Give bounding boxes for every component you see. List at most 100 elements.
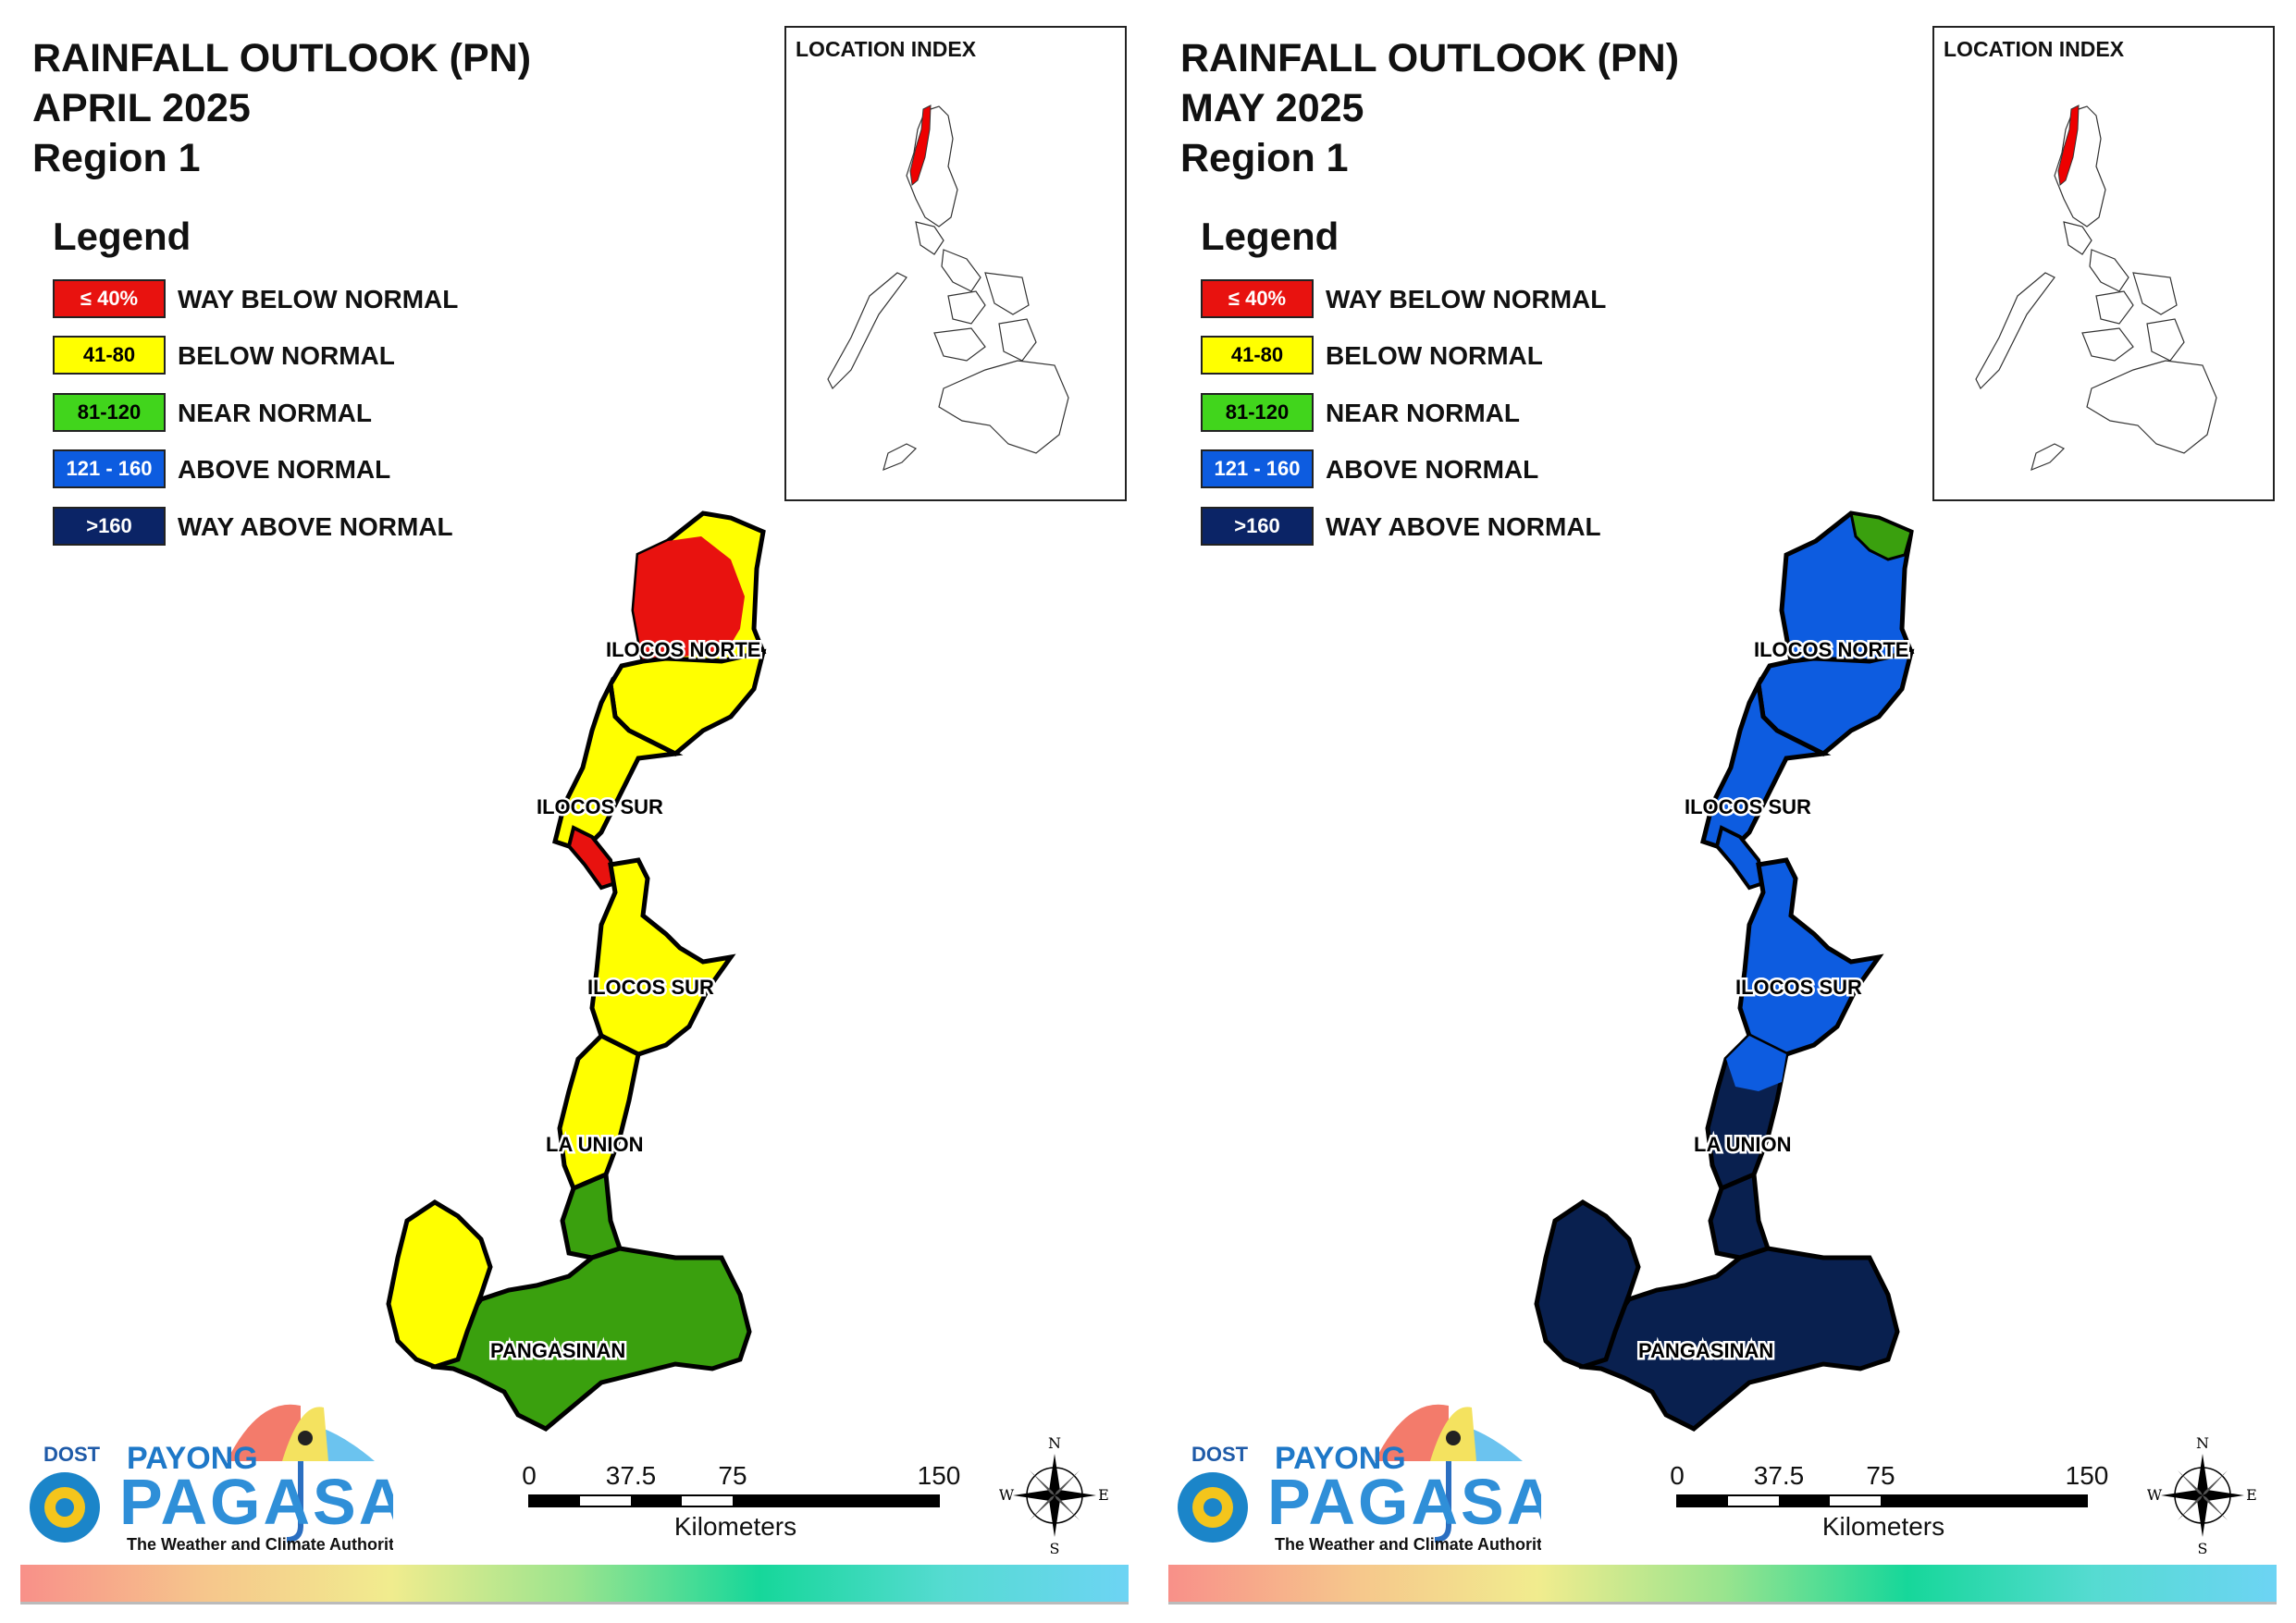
scale-bar: 0 37.5 75 150 Kilometers xyxy=(1670,1461,2109,1540)
region-ilocos-norte-tip xyxy=(1849,511,1913,561)
compass-rose: N S W E xyxy=(2147,1435,2257,1555)
logo-tagline: The Weather and Climate Authority xyxy=(127,1535,393,1554)
scale-unit: Kilometers xyxy=(1822,1512,1944,1540)
location-index-title: LOCATION INDEX xyxy=(796,37,977,61)
region-ilocos-sur-north xyxy=(552,676,684,854)
title-line-1: RAINFALL OUTLOOK (PN) xyxy=(1180,36,1680,80)
legend-label: WAY ABOVE NORMAL xyxy=(1326,512,1601,541)
payong-pagasa-logo: DOST PAYONG PAGASA The Weather and Clima… xyxy=(30,1404,393,1554)
legend-swatch: 81-120 xyxy=(1201,393,1314,432)
label-ilocos-sur-2: ILOCOS SUR xyxy=(587,976,714,999)
legend-swatch: >160 xyxy=(53,507,166,546)
scale-tick-75: 75 xyxy=(1866,1461,1895,1490)
title-line-3: Region 1 xyxy=(32,136,201,180)
compass-e: E xyxy=(1098,1486,1109,1504)
region-ilocos-sur-south xyxy=(1737,857,1884,1057)
legend-label: ABOVE NORMAL xyxy=(1326,455,1539,484)
location-index-title: LOCATION INDEX xyxy=(1944,37,2125,61)
compass-e: E xyxy=(2246,1486,2257,1504)
legend-label: WAY ABOVE NORMAL xyxy=(178,512,453,541)
logo-dost-text: DOST xyxy=(43,1443,101,1466)
logo-payong-text: PAYONG xyxy=(1275,1441,1406,1476)
legend-label: BELOW NORMAL xyxy=(1326,341,1543,370)
scale-unit: Kilometers xyxy=(674,1512,796,1540)
legend-title: Legend xyxy=(1201,215,1339,258)
label-ilocos-sur-1: ILOCOS SUR xyxy=(537,795,663,818)
map-title: RAINFALL OUTLOOK (PN) APRIL 2025 Region … xyxy=(32,33,531,183)
scale-bar: 0 37.5 75 150 Kilometers xyxy=(522,1461,961,1540)
compass-s: S xyxy=(1050,1540,1060,1555)
label-ilocos-norte: ILOCOS NORTE xyxy=(606,638,760,661)
scale-tick-150: 150 xyxy=(2066,1461,2109,1490)
title-line-2: APRIL 2025 xyxy=(32,86,251,130)
region-pangasinan xyxy=(1578,1246,1900,1432)
region-pangasinan-west xyxy=(386,1199,493,1370)
gradient-footer-bar xyxy=(20,1565,1129,1602)
scale-tick-37-5: 37.5 xyxy=(1754,1461,1805,1490)
logo-tagline: The Weather and Climate Authority xyxy=(1275,1535,1541,1554)
region-pangasinan-west xyxy=(1534,1199,1641,1370)
logo-pagasa-text: PAGASA xyxy=(1267,1466,1541,1538)
outlook-panel-may: RAINFALL OUTLOOK (PN) MAY 2025 Region 1 … xyxy=(1148,0,2296,1623)
label-ilocos-norte: ILOCOS NORTE xyxy=(1754,638,1908,661)
compass-w: W xyxy=(999,1486,1015,1504)
compass-s: S xyxy=(2198,1540,2208,1555)
philippines-inset-map xyxy=(1975,105,2217,472)
legend-label: ABOVE NORMAL xyxy=(178,455,391,484)
legend-title: Legend xyxy=(53,215,191,258)
label-pangasinan: PANGASINAN xyxy=(1638,1339,1773,1362)
label-ilocos-sur-1: ILOCOS SUR xyxy=(1685,795,1811,818)
compass-w: W xyxy=(2147,1486,2163,1504)
region1-rainfall-map: ILOCOS NORTE ILOCOS SUR ILOCOS SUR LA UN… xyxy=(1534,510,1915,1432)
legend-swatch: 41-80 xyxy=(1201,336,1314,375)
title-line-3: Region 1 xyxy=(1180,136,1349,180)
legend-label: NEAR NORMAL xyxy=(1326,399,1520,427)
legend-label: BELOW NORMAL xyxy=(178,341,395,370)
legend-swatch: 121 - 160 xyxy=(53,449,166,488)
label-la-union: LA UNION xyxy=(1694,1133,1792,1156)
compass-n: N xyxy=(1048,1435,1061,1452)
label-ilocos-sur-2: ILOCOS SUR xyxy=(1735,976,1862,999)
region-ilocos-sur-north xyxy=(1700,676,1832,854)
location-index-inset: LOCATION INDEX xyxy=(784,26,1127,501)
logo-dost-text: DOST xyxy=(1191,1443,1249,1466)
outlook-panel-april: RAINFALL OUTLOOK (PN) APRIL 2025 Region … xyxy=(20,26,1129,1605)
legend-label: WAY BELOW NORMAL xyxy=(178,285,459,314)
label-la-union: LA UNION xyxy=(546,1133,644,1156)
legend-swatch: 41-80 xyxy=(53,336,166,375)
legend-swatch: ≤ 40% xyxy=(53,279,166,318)
scale-tick-0: 0 xyxy=(522,1461,537,1490)
scale-tick-0: 0 xyxy=(1670,1461,1685,1490)
scale-tick-150: 150 xyxy=(918,1461,961,1490)
compass-rose: N S W E xyxy=(999,1435,1109,1555)
location-index-inset: LOCATION INDEX xyxy=(1932,26,2275,501)
region1-rainfall-map: ILOCOS NORTE ILOCOS SUR ILOCOS SUR LA UN… xyxy=(386,510,767,1432)
compass-n: N xyxy=(2196,1435,2209,1452)
payong-pagasa-logo: DOST PAYONG PAGASA The Weather and Clima… xyxy=(1178,1404,1541,1554)
philippines-inset-map xyxy=(827,105,1069,472)
label-pangasinan: PANGASINAN xyxy=(490,1339,625,1362)
footer-rule xyxy=(1168,1602,2277,1605)
legend-swatch: >160 xyxy=(1201,507,1314,546)
region-ilocos-sur-coast-strip xyxy=(566,825,618,891)
footer-rule xyxy=(20,1602,1129,1605)
logo-payong-text: PAYONG xyxy=(127,1441,258,1476)
region-la-union xyxy=(557,1032,641,1192)
map-title: RAINFALL OUTLOOK (PN) MAY 2025 Region 1 xyxy=(1180,33,1679,183)
legend-label: NEAR NORMAL xyxy=(178,399,372,427)
logo-pagasa-text: PAGASA xyxy=(119,1466,393,1538)
region-ilocos-sur-south xyxy=(589,857,736,1057)
scale-tick-37-5: 37.5 xyxy=(606,1461,657,1490)
region-pangasinan xyxy=(430,1246,752,1432)
region-la-union-upper xyxy=(1726,1036,1786,1091)
legend-swatch: ≤ 40% xyxy=(1201,279,1314,318)
legend-swatch: 81-120 xyxy=(53,393,166,432)
gradient-footer-bar xyxy=(1168,1565,2277,1602)
region-ilocos-sur-coast-strip xyxy=(1714,825,1766,891)
title-line-1: RAINFALL OUTLOOK (PN) xyxy=(32,36,532,80)
region-way-below-area xyxy=(634,536,745,661)
legend-label: WAY BELOW NORMAL xyxy=(1326,285,1607,314)
legend-swatch: 121 - 160 xyxy=(1201,449,1314,488)
scale-tick-75: 75 xyxy=(718,1461,747,1490)
title-line-2: MAY 2025 xyxy=(1180,86,1364,130)
